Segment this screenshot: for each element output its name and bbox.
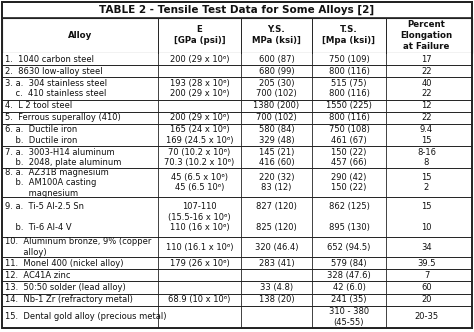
Text: Y.S.
MPa (ksi)]: Y.S. MPa (ksi)] [252, 25, 301, 45]
Text: 700 (102): 700 (102) [256, 113, 297, 123]
Bar [2, 282, 472, 293]
Text: 200 (29 x 10⁶): 200 (29 x 10⁶) [170, 113, 229, 123]
Text: 579 (84): 579 (84) [331, 259, 367, 268]
Text: 8-16
8: 8-16 8 [417, 147, 436, 167]
Text: 241 (35): 241 (35) [331, 295, 367, 304]
Bar [2, 197, 472, 237]
Text: 7: 7 [424, 271, 429, 280]
Text: 205 (30)
700 (102): 205 (30) 700 (102) [256, 79, 297, 98]
Text: 17: 17 [421, 54, 432, 64]
Text: 12.  AC41A zinc: 12. AC41A zinc [5, 271, 71, 280]
Bar [2, 257, 472, 269]
Text: 193 (28 x 10⁶)
200 (29 x 10⁶): 193 (28 x 10⁶) 200 (29 x 10⁶) [170, 79, 229, 98]
Text: 145 (21)
416 (60): 145 (21) 416 (60) [259, 147, 294, 167]
Text: 11.  Monel 400 (nickel alloy): 11. Monel 400 (nickel alloy) [5, 259, 124, 268]
Text: 515 (75)
800 (116): 515 (75) 800 (116) [328, 79, 369, 98]
Text: 1550 (225): 1550 (225) [326, 101, 372, 110]
Text: 827 (120)

825 (120): 827 (120) 825 (120) [256, 202, 297, 232]
Text: 60: 60 [421, 283, 432, 292]
Text: 5.  Ferrous superalloy (410): 5. Ferrous superalloy (410) [5, 113, 121, 123]
Text: 14.  Nb-1 Zr (refractory metal): 14. Nb-1 Zr (refractory metal) [5, 295, 133, 304]
Text: 9. a.  Ti-5 Al-2.5 Sn

    b.  Ti-6 Al-4 V: 9. a. Ti-5 Al-2.5 Sn b. Ti-6 Al-4 V [5, 202, 84, 232]
Bar [2, 100, 472, 112]
Text: 200 (29 x 10⁶): 200 (29 x 10⁶) [170, 54, 229, 64]
Text: 138 (20): 138 (20) [259, 295, 294, 304]
Text: 15.  Dental gold alloy (precious metal): 15. Dental gold alloy (precious metal) [5, 312, 166, 321]
Text: 22: 22 [421, 67, 432, 76]
Bar [2, 306, 472, 328]
Text: 283 (41): 283 (41) [259, 259, 294, 268]
Text: 680 (99): 680 (99) [259, 67, 294, 76]
Text: 1.  1040 carbon steel: 1. 1040 carbon steel [5, 54, 94, 64]
Text: 600 (87): 600 (87) [259, 54, 294, 64]
Bar [2, 124, 472, 146]
Text: 800 (116): 800 (116) [328, 113, 369, 123]
Text: 20-35: 20-35 [414, 312, 438, 321]
Text: 290 (42)
150 (22): 290 (42) 150 (22) [331, 173, 367, 193]
Text: 110 (16.1 x 10⁶): 110 (16.1 x 10⁶) [166, 243, 233, 252]
Text: 750 (108)
461 (67): 750 (108) 461 (67) [328, 125, 369, 145]
Text: 800 (116): 800 (116) [328, 67, 369, 76]
Text: 45 (6.5 x 10⁶)
45 (6.5 10⁶): 45 (6.5 x 10⁶) 45 (6.5 10⁶) [171, 173, 228, 193]
Text: 7. a.  3003-H14 aluminum
    b.  2048, plate aluminum: 7. a. 3003-H14 aluminum b. 2048, plate a… [5, 147, 121, 167]
Text: 328 (47.6): 328 (47.6) [327, 271, 371, 280]
Text: Alloy: Alloy [68, 31, 92, 40]
Text: 15

10: 15 10 [421, 202, 432, 232]
Text: 179 (26 x 10⁶): 179 (26 x 10⁶) [170, 259, 229, 268]
Text: 652 (94.5): 652 (94.5) [328, 243, 371, 252]
Text: 33 (4.8): 33 (4.8) [260, 283, 293, 292]
Bar [2, 293, 472, 306]
Text: 9.4
15: 9.4 15 [420, 125, 433, 145]
Text: 150 (22)
457 (66): 150 (22) 457 (66) [331, 147, 367, 167]
Text: E
[GPa (psi)]: E [GPa (psi)] [173, 25, 225, 45]
Bar [2, 2, 472, 18]
Text: 750 (109): 750 (109) [328, 54, 369, 64]
Text: 1380 (200): 1380 (200) [254, 101, 300, 110]
Bar [2, 112, 472, 124]
Text: 70 (10.2 x 10⁶)
70.3 (10.2 x 10⁶): 70 (10.2 x 10⁶) 70.3 (10.2 x 10⁶) [164, 147, 235, 167]
Text: 107-110
(15.5-16 x 10⁶)
110 (16 x 10⁶): 107-110 (15.5-16 x 10⁶) 110 (16 x 10⁶) [168, 202, 231, 232]
Bar [2, 18, 472, 53]
Bar [2, 53, 472, 65]
Text: 12: 12 [421, 101, 432, 110]
Bar [2, 237, 472, 257]
Text: 320 (46.4): 320 (46.4) [255, 243, 298, 252]
Text: 68.9 (10 x 10⁶): 68.9 (10 x 10⁶) [168, 295, 231, 304]
Text: 42 (6.0): 42 (6.0) [333, 283, 365, 292]
Text: 3. a.  304 stainless steel
    c.  410 stainless steel: 3. a. 304 stainless steel c. 410 stainle… [5, 79, 107, 98]
Text: 6. a.  Ductile iron
    b.  Ductile iron: 6. a. Ductile iron b. Ductile iron [5, 125, 77, 145]
Text: 165 (24 x 10⁶)
169 (24.5 x 10⁶): 165 (24 x 10⁶) 169 (24.5 x 10⁶) [166, 125, 233, 145]
Text: T.S.
[Mpa (ksi)]: T.S. [Mpa (ksi)] [322, 25, 375, 45]
Bar [2, 77, 472, 100]
Text: 220 (32)
83 (12): 220 (32) 83 (12) [259, 173, 294, 193]
Text: 13.  50:50 solder (lead alloy): 13. 50:50 solder (lead alloy) [5, 283, 126, 292]
Text: 4.  L 2 tool steel: 4. L 2 tool steel [5, 101, 72, 110]
Text: 15
2: 15 2 [421, 173, 432, 193]
Text: 2.  8630 low-alloy steel: 2. 8630 low-alloy steel [5, 67, 103, 76]
Text: TABLE 2 - Tensile Test Data for Some Alloys [2]: TABLE 2 - Tensile Test Data for Some All… [100, 5, 374, 15]
Bar [2, 146, 472, 168]
Text: 20: 20 [421, 295, 432, 304]
Bar [2, 269, 472, 282]
Text: Percent
Elongation
at Failure: Percent Elongation at Failure [401, 20, 453, 50]
Text: 22: 22 [421, 113, 432, 123]
Bar [2, 168, 472, 197]
Text: 310 - 380
(45-55): 310 - 380 (45-55) [329, 307, 369, 327]
Text: 8. a.  AZ31B magnesium
    b.  AM100A casting
         magnesium: 8. a. AZ31B magnesium b. AM100A casting … [5, 168, 109, 198]
Text: 862 (125)

895 (130): 862 (125) 895 (130) [328, 202, 369, 232]
Text: 580 (84)
329 (48): 580 (84) 329 (48) [259, 125, 294, 145]
Text: 10.  Aluminum bronze, 9% (copper
       alloy): 10. Aluminum bronze, 9% (copper alloy) [5, 237, 151, 257]
Text: 40
22: 40 22 [421, 79, 432, 98]
Text: 34: 34 [421, 243, 432, 252]
Text: 39.5: 39.5 [417, 259, 436, 268]
Bar [2, 65, 472, 77]
